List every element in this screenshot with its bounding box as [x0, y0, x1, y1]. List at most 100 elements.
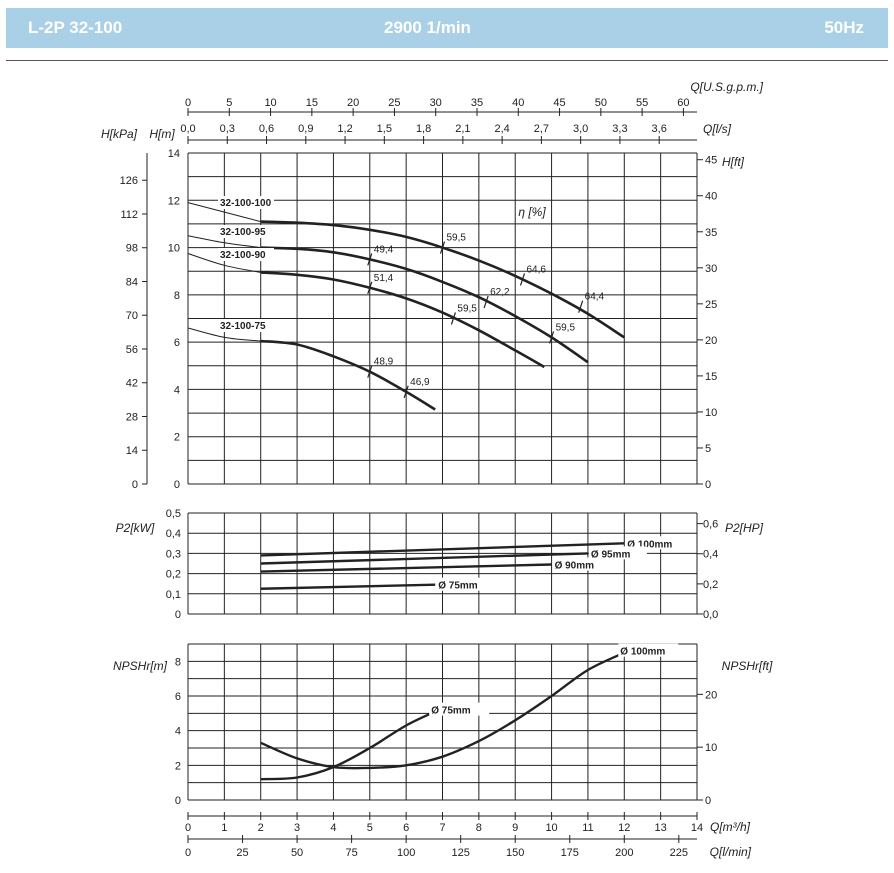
- efficiency-label: 59,5: [556, 322, 576, 333]
- usgpm-tick-label: 40: [512, 97, 524, 109]
- kpa-tick-label: 84: [126, 276, 138, 288]
- lmin-tick-label: 25: [236, 847, 248, 859]
- usgpm-tick-label: 0: [185, 97, 191, 109]
- efficiency-tick: [367, 281, 373, 294]
- kpa-tick-label: 56: [126, 344, 138, 356]
- usgpm-tick-label: 25: [388, 97, 400, 109]
- power-grid: [187, 512, 698, 615]
- ls-tick-label: 2,7: [534, 123, 549, 135]
- ft-tick-label: 30: [705, 263, 717, 275]
- m3h-tick-label: 4: [330, 822, 336, 834]
- m3h-tick-label: 13: [655, 822, 667, 834]
- ft-tick-label: 20: [705, 335, 717, 347]
- npsh-ft-tick-label: 10: [705, 742, 717, 754]
- m3h-tick-label: 8: [476, 822, 482, 834]
- usgpm-tick-label: 35: [471, 97, 483, 109]
- head-m-tick-label: 12: [168, 195, 180, 207]
- ft-tick-label: 25: [705, 299, 717, 311]
- series-label-bg: [429, 702, 490, 716]
- kpa-tick-label: 14: [126, 445, 138, 457]
- npsh-curve-Ø 100mm: [260, 651, 625, 770]
- efficiency-tick: [367, 365, 373, 378]
- head-m-tick-label: 0: [174, 479, 180, 491]
- efficiency-tick: [483, 295, 489, 309]
- head-curve-thin-32-100-95: [187, 235, 261, 249]
- series-label-bg: [625, 536, 684, 550]
- power-hp-tick-label: 0,4: [703, 549, 718, 561]
- head-curve-32-100-75: [260, 339, 436, 411]
- usgpm-tick-label: 20: [347, 97, 359, 109]
- power-curve-Ø 90mm: [260, 563, 552, 573]
- curve-label: 32-100-95: [220, 227, 266, 238]
- ls-tick-label: 2,1: [455, 123, 470, 135]
- m3h-tick-label: 6: [403, 822, 409, 834]
- ft-tick-label: 35: [705, 227, 717, 239]
- ls-tick-label: 3,6: [652, 123, 667, 135]
- efficiency-tick: [549, 331, 555, 344]
- power-curve-Ø 75mm: [260, 583, 436, 590]
- m3h-tick-label: 11: [582, 822, 593, 834]
- curve-label: 32-100-90: [220, 250, 266, 261]
- usgpm-tick-label: 45: [553, 97, 565, 109]
- npsh-series-label: Ø 100mm: [620, 647, 665, 658]
- m3h-tick-label: 7: [439, 822, 445, 834]
- lmin-axis-label: Q[l/min]: [710, 845, 752, 859]
- usgpm-tick-label: 15: [306, 97, 318, 109]
- head-m-tick-label: 10: [168, 243, 180, 255]
- ft-tick-label: 5: [705, 443, 711, 455]
- head-m-tick-label: 4: [174, 384, 180, 396]
- ls-axis-label: Q[l/s]: [703, 122, 732, 136]
- efficiency-label: 59,5: [457, 304, 477, 315]
- usgpm-tick-label: 55: [636, 97, 648, 109]
- npsh-series-label: Ø 75mm: [431, 706, 471, 717]
- power-series-label: Ø 90mm: [555, 561, 595, 572]
- kpa-tick-label: 70: [126, 310, 138, 322]
- usgpm-axis-label: Q[U.S.g.p.m.]: [690, 80, 763, 94]
- ls-tick-label: 1,8: [416, 123, 431, 135]
- power-curve-Ø 100mm: [260, 542, 625, 557]
- head-m-tick-label: 14: [168, 148, 180, 160]
- usgpm-tick-label: 30: [430, 97, 442, 109]
- ls-tick-label: 2,4: [494, 123, 509, 135]
- usgpm-tick-label: 5: [226, 97, 232, 109]
- npsh-m-tick-label: 4: [175, 726, 181, 738]
- usgpm-tick-label: 10: [264, 97, 276, 109]
- lmin-tick-label: 50: [291, 847, 303, 859]
- head-curve-32-100-95: [260, 246, 589, 364]
- npsh-m-axis-label: NPSHr[m]: [113, 659, 168, 673]
- power-kw-axis-label: P2[kW]: [116, 521, 155, 535]
- lmin-tick-label: 150: [506, 847, 524, 859]
- head-m-tick-label: 2: [174, 432, 180, 444]
- ft-tick-label: 40: [705, 191, 717, 203]
- curve-label-bg: [218, 196, 274, 209]
- power-series-label: Ø 75mm: [438, 581, 478, 592]
- m3h-tick-label: 14: [691, 822, 703, 834]
- kpa-tick-label: 98: [126, 243, 138, 255]
- header-separator: [6, 60, 888, 61]
- kpa-tick-label: 42: [126, 378, 138, 390]
- kpa-tick-label: 28: [126, 411, 138, 423]
- supply-frequency: 50Hz: [824, 18, 864, 37]
- series-label-bg: [618, 643, 679, 657]
- power-hp-axis-label: P2[HP]: [725, 521, 764, 535]
- usgpm-tick-label: 60: [677, 97, 689, 109]
- ls-tick-label: 1,2: [337, 123, 352, 135]
- head-curve-thin-32-100-90: [187, 253, 261, 273]
- m3h-tick-label: 9: [512, 822, 518, 834]
- power-curve-Ø 95mm: [260, 552, 588, 565]
- curve-label: 32-100-100: [220, 198, 272, 209]
- series-label-bg: [588, 546, 647, 560]
- efficiency-tick: [367, 253, 373, 266]
- efficiency-tick: [519, 273, 526, 286]
- m3h-tick-label: 2: [258, 822, 264, 834]
- m3h-tick-label: 5: [367, 822, 373, 834]
- ft-tick-label: 10: [705, 407, 717, 419]
- efficiency-label: 48,9: [374, 357, 394, 368]
- ft-tick-label: 15: [705, 371, 717, 383]
- power-series-label: Ø 100mm: [627, 539, 672, 550]
- m3h-tick-label: 0: [185, 822, 191, 834]
- head-ft-axis-label: H[ft]: [722, 155, 745, 169]
- efficiency-label: 51,4: [374, 273, 394, 284]
- efficiency-label: 46,9: [410, 377, 430, 388]
